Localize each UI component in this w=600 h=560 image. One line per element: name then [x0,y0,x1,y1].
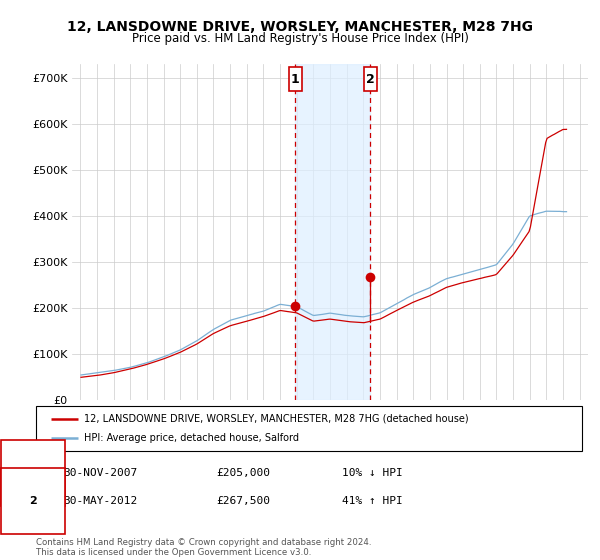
Text: Contains HM Land Registry data © Crown copyright and database right 2024.
This d: Contains HM Land Registry data © Crown c… [36,538,371,557]
FancyBboxPatch shape [289,67,302,91]
Bar [295,64,370,400]
Text: 12, LANSDOWNE DRIVE, WORSLEY, MANCHESTER, M28 7HG: 12, LANSDOWNE DRIVE, WORSLEY, MANCHESTER… [67,20,533,34]
Text: £267,500: £267,500 [216,496,270,506]
Text: 30-NOV-2007: 30-NOV-2007 [63,468,137,478]
Text: 2: 2 [29,496,37,506]
Text: 1: 1 [291,73,300,86]
Text: 12, LANSDOWNE DRIVE, WORSLEY, MANCHESTER, M28 7HG (detached house): 12, LANSDOWNE DRIVE, WORSLEY, MANCHESTER… [84,413,469,423]
Text: 10% ↓ HPI: 10% ↓ HPI [342,468,403,478]
Text: 2: 2 [366,73,374,86]
Text: Price paid vs. HM Land Registry's House Price Index (HPI): Price paid vs. HM Land Registry's House … [131,32,469,45]
FancyBboxPatch shape [364,67,377,91]
Text: 1: 1 [29,468,37,478]
Text: 30-MAY-2012: 30-MAY-2012 [63,496,137,506]
Text: £205,000: £205,000 [216,468,270,478]
Text: 41% ↑ HPI: 41% ↑ HPI [342,496,403,506]
Text: HPI: Average price, detached house, Salford: HPI: Average price, detached house, Salf… [84,433,299,444]
